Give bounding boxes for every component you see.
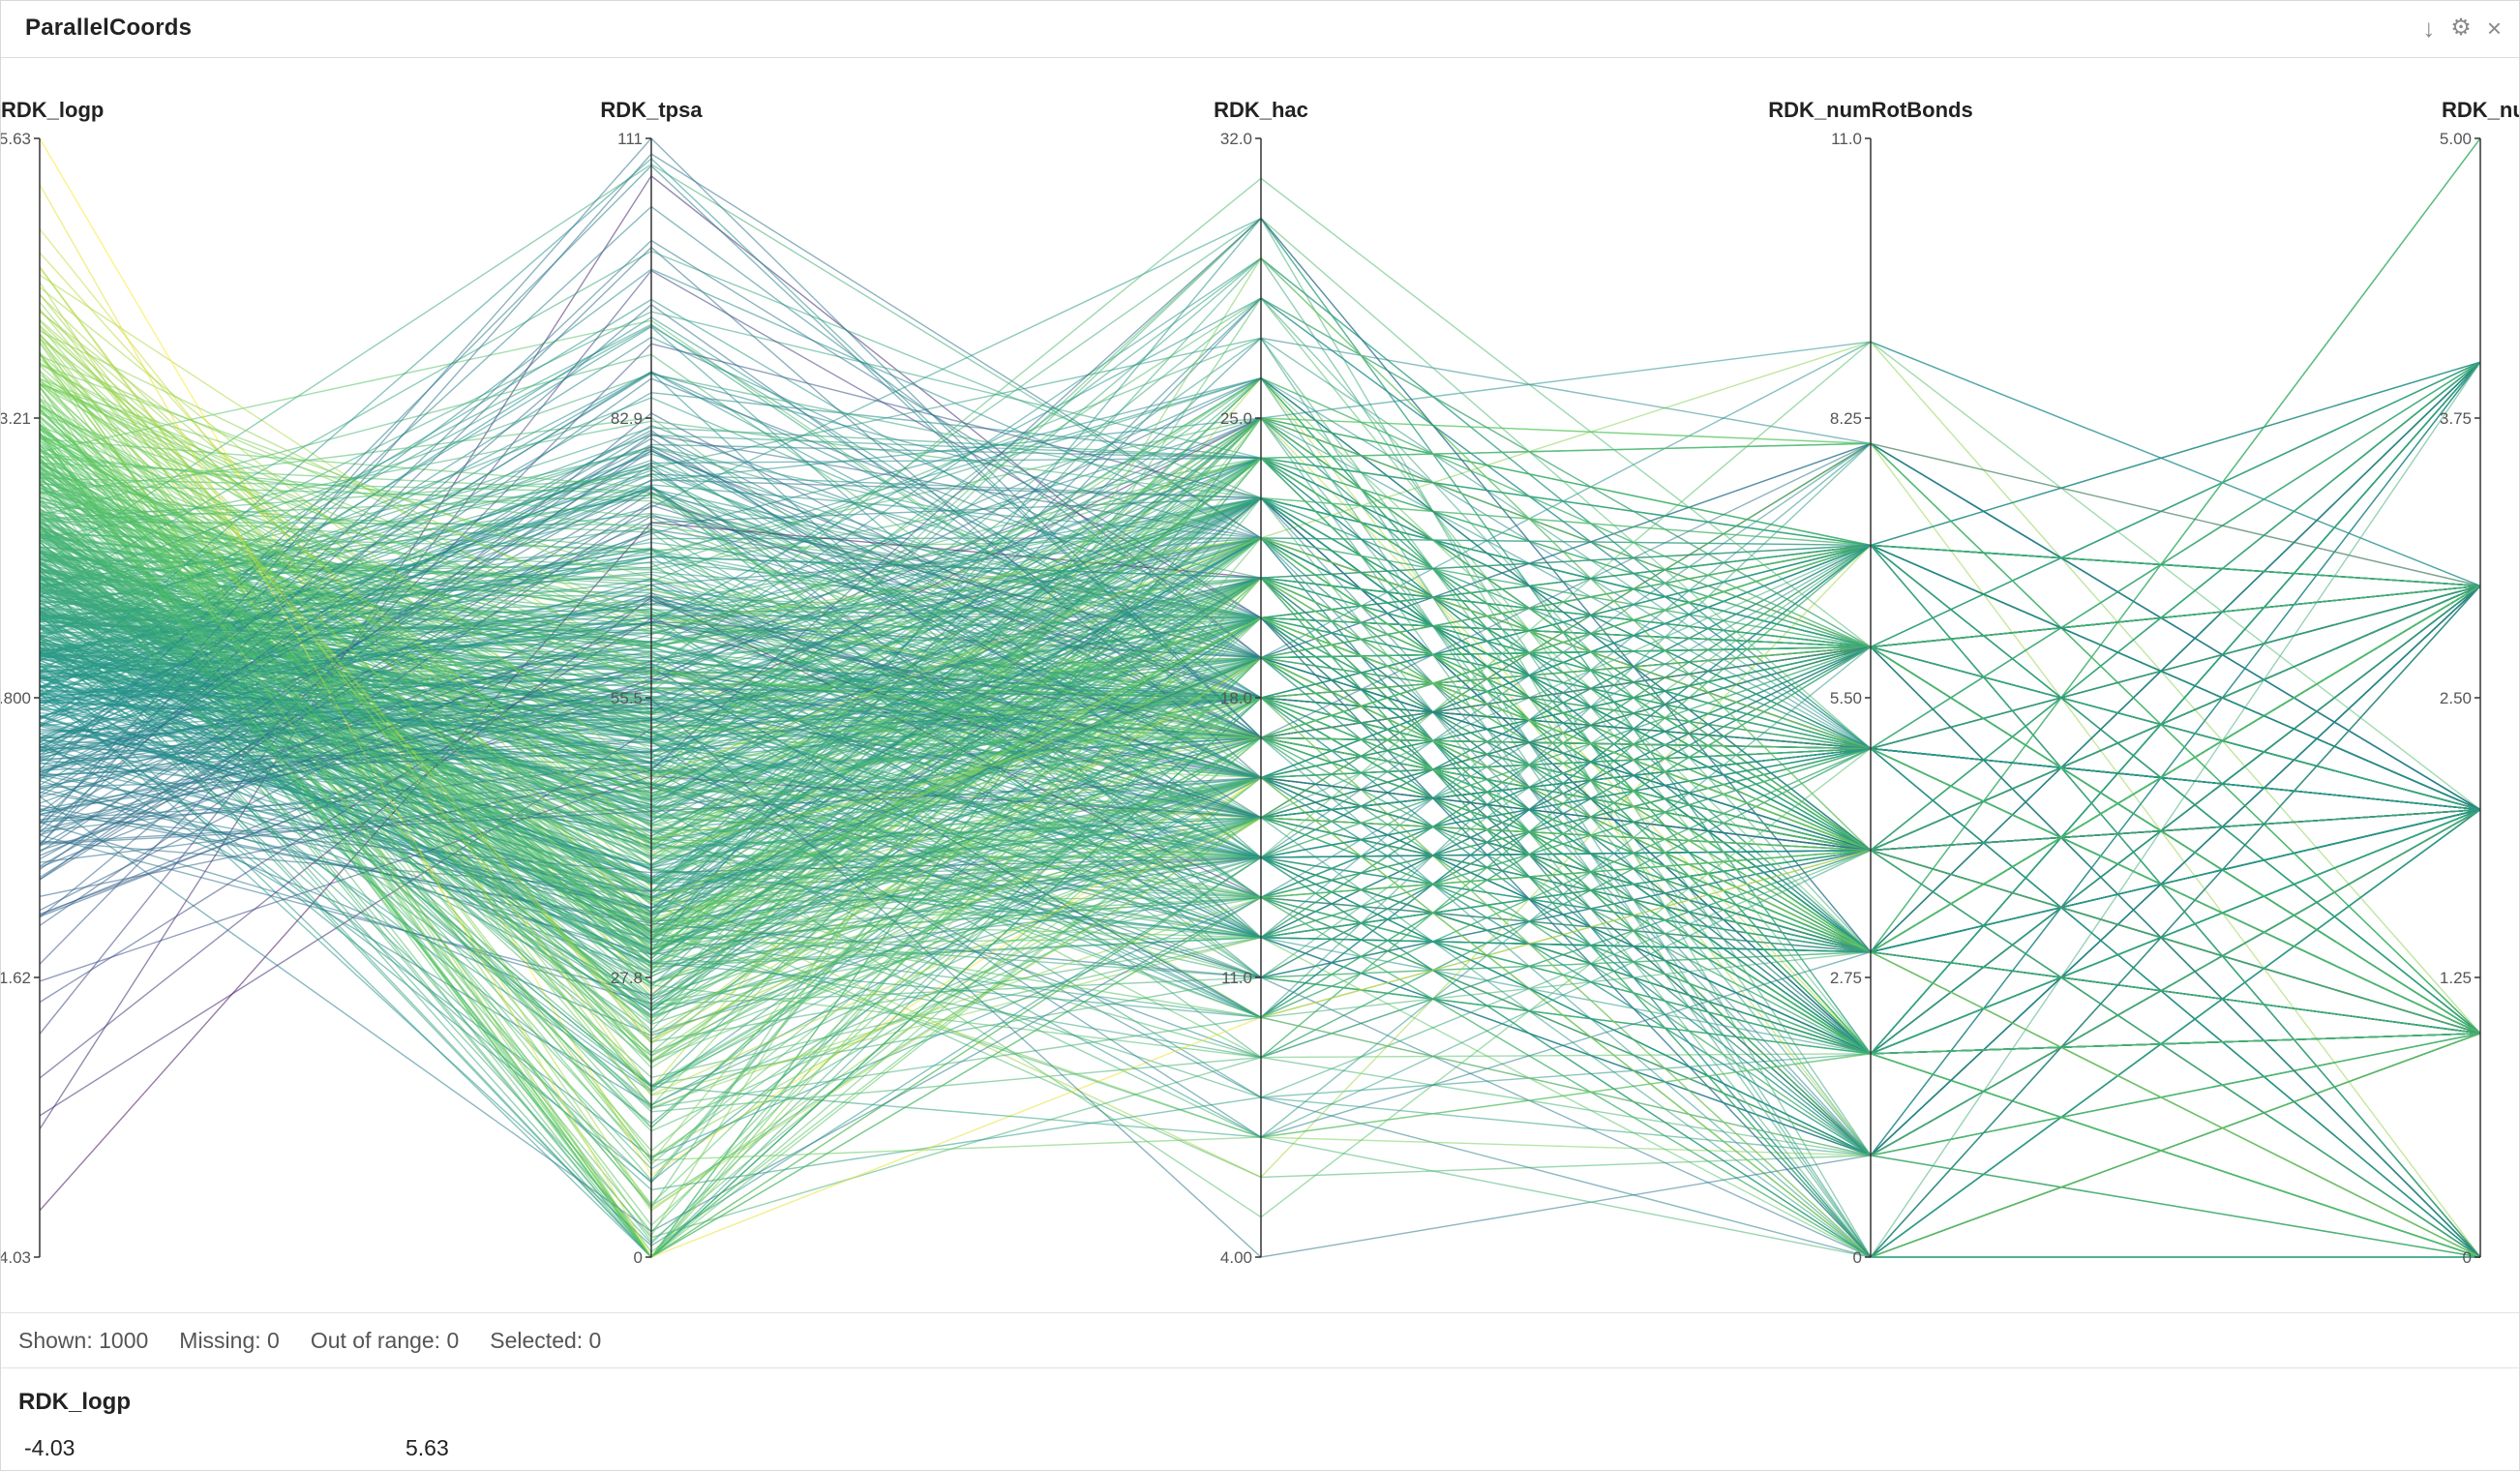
tick-label: 32.0 xyxy=(1220,130,1252,148)
tick-label: -1.62 xyxy=(1,969,31,987)
tick-label: 4.00 xyxy=(1220,1248,1252,1267)
axes-layer: RDK_logp -4.03 -1.62 0.800 3.21 5.63 RDK_tpsa 0… xyxy=(1,98,2519,1267)
tick-label: 11.0 xyxy=(1831,130,1862,148)
tick-label: 1.25 xyxy=(2440,969,2472,987)
tick-label: 25.0 xyxy=(1220,409,1252,428)
tick-label: 5.63 xyxy=(1,130,31,148)
selected-count: Selected: 0 xyxy=(490,1327,602,1353)
title-icons: ↓ ⚙ × xyxy=(2422,11,2502,45)
shown-count: Shown: 1000 xyxy=(18,1327,149,1353)
range-filter-panel[interactable]: RDK_logp -4.03 5.63 xyxy=(1,1369,2519,1470)
download-icon[interactable]: ↓ xyxy=(2422,14,2436,43)
tick-label: 2.50 xyxy=(2440,689,2472,707)
tick-label: 82.9 xyxy=(611,409,643,428)
axis-title: RDK_tpsa xyxy=(600,98,703,122)
tick-label: 8.25 xyxy=(1830,409,1862,428)
tick-label: 0 xyxy=(1853,1248,1862,1267)
tick-label: 0 xyxy=(634,1248,643,1267)
status-bar: Shown: 1000 Missing: 0 Out of range: 0 S… xyxy=(1,1312,2519,1368)
axis-RDK_tpsa[interactable]: RDK_tpsa 0 27.8 55.5 82.9 111 xyxy=(600,98,703,1267)
axis-RDK_hac[interactable]: RDK_hac 4.00 11.0 18.0 25.0 32.0 xyxy=(1214,98,1308,1267)
tick-label: 5.00 xyxy=(2440,130,2472,148)
title-bar: ParallelCoords ↓ ⚙ × xyxy=(1,1,2519,58)
gear-icon[interactable]: ⚙ xyxy=(2450,15,2472,41)
tick-label: 18.0 xyxy=(1220,689,1252,707)
axis-RDK_numRings[interactable]: RDK_numRings 0 1.25 2.50 3.75 5.00 xyxy=(2440,98,2519,1267)
panel-title: ParallelCoords xyxy=(25,15,193,41)
tick-label: 0.800 xyxy=(1,689,31,707)
axis-title: RDK_numRotBonds xyxy=(1768,98,1972,122)
axis-title: RDK_hac xyxy=(1214,98,1308,122)
axis-title: RDK_numRings xyxy=(2442,98,2519,122)
tick-label: 3.21 xyxy=(1,409,31,428)
range-max-value[interactable]: 5.63 xyxy=(405,1435,449,1460)
data-polyline xyxy=(39,427,2481,1035)
tick-label: 5.50 xyxy=(1830,689,1862,707)
tick-label: 55.5 xyxy=(611,689,643,707)
range-min-value[interactable]: -4.03 xyxy=(24,1435,75,1460)
close-icon[interactable]: × xyxy=(2486,14,2502,43)
missing-count: Missing: 0 xyxy=(179,1327,280,1353)
axis-RDK_numRotBonds[interactable]: RDK_numRotBonds 0 2.75 5.50 8.25 11.0 xyxy=(1768,98,1972,1267)
polylines-layer xyxy=(39,136,2481,1259)
tick-label: 27.8 xyxy=(611,969,643,987)
tick-label: 3.75 xyxy=(2440,409,2472,428)
tick-label: 11.0 xyxy=(1221,969,1252,987)
range-column-name: RDK_logp xyxy=(18,1389,131,1415)
tick-label: 111 xyxy=(617,130,643,148)
tick-label: 0 xyxy=(2463,1248,2472,1267)
parallel-coordinates-chart[interactable]: RDK_logp -4.03 -1.62 0.800 3.21 5.63 RDK_tpsa 0… xyxy=(1,59,2519,1307)
tick-label: 2.75 xyxy=(1830,969,1862,987)
axis-RDK_logp[interactable]: RDK_logp -4.03 -1.62 0.800 3.21 5.63 xyxy=(1,98,104,1267)
data-polyline xyxy=(39,486,2481,1258)
out-of-range-count: Out of range: 0 xyxy=(310,1327,460,1353)
tick-label: -4.03 xyxy=(1,1248,31,1267)
axis-title: RDK_logp xyxy=(1,98,104,122)
